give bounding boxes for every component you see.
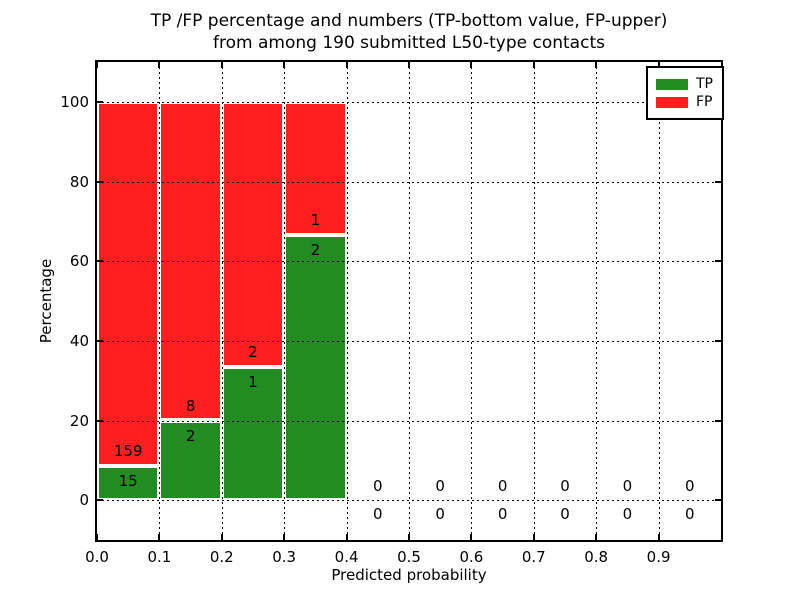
y-tick bbox=[97, 100, 103, 103]
x-tick bbox=[283, 534, 286, 540]
x-tick-label: 0.1 bbox=[147, 548, 172, 566]
x-tick-label: 0.8 bbox=[584, 548, 609, 566]
bar-segment-tp bbox=[221, 367, 285, 501]
plot-inner: 159 15 8 2 2 1 1 2 0 0 0 0 0 0 0 0 0 0 0 0 bbox=[96, 62, 721, 540]
tp-swatch-icon bbox=[656, 78, 688, 90]
x-tick bbox=[532, 534, 535, 540]
legend-label-tp: TP bbox=[696, 76, 713, 92]
y-tick bbox=[715, 499, 721, 502]
x-tick bbox=[96, 62, 98, 68]
y-tick bbox=[97, 499, 103, 502]
y-tick bbox=[97, 260, 103, 263]
x-tick-label: 0.5 bbox=[397, 548, 421, 566]
x-tick bbox=[408, 62, 410, 68]
y-tick-label: 60 bbox=[69, 252, 89, 271]
tp-count-label: 0 bbox=[622, 505, 633, 524]
x-tick bbox=[657, 62, 660, 68]
x-tick-label: 0.6 bbox=[459, 548, 484, 566]
x-tick-label: 0.3 bbox=[272, 548, 297, 566]
x-tick-label: 0.7 bbox=[521, 548, 546, 566]
x-tick bbox=[345, 62, 348, 68]
x-tick-label: 0.0 bbox=[85, 548, 109, 566]
y-tick bbox=[715, 260, 721, 263]
fp-count-label: 0 bbox=[560, 477, 570, 496]
fp-count-label: 0 bbox=[622, 477, 633, 496]
gridline bbox=[471, 62, 473, 540]
plot-area: 159 15 8 2 2 1 1 2 0 0 0 0 0 0 0 0 0 0 0 0 bbox=[95, 60, 723, 542]
fp-count-label: 0 bbox=[373, 477, 383, 496]
y-tick bbox=[97, 419, 103, 422]
bar-segment-tp bbox=[97, 465, 160, 501]
x-tick bbox=[220, 534, 223, 540]
tp-count-label: 0 bbox=[373, 505, 383, 524]
legend-label-fp: FP bbox=[696, 94, 713, 110]
x-tick-label: 0.9 bbox=[646, 548, 671, 566]
x-tick bbox=[96, 534, 98, 540]
x-tick-label: 0.2 bbox=[209, 548, 234, 566]
chart-title-line1: TP /FP percentage and numbers (TP-bottom… bbox=[150, 11, 668, 31]
tp-count-label: 0 bbox=[435, 505, 445, 524]
gridline bbox=[159, 62, 161, 540]
tp-count-label: 0 bbox=[497, 505, 508, 524]
x-tick bbox=[345, 534, 348, 540]
x-tick bbox=[470, 62, 473, 68]
tp-count-label: 0 bbox=[685, 505, 695, 524]
x-tick bbox=[532, 62, 535, 68]
x-tick bbox=[283, 62, 286, 68]
y-tick-label: 0 bbox=[79, 491, 89, 510]
y-tick bbox=[715, 419, 721, 422]
gridline bbox=[596, 62, 598, 540]
tp-count-label: 2 bbox=[185, 426, 196, 445]
x-axis-label: Predicted probability bbox=[331, 566, 487, 584]
tp-count-label: 1 bbox=[248, 373, 258, 392]
gridline bbox=[284, 62, 286, 540]
fp-count-label: 0 bbox=[435, 477, 445, 496]
y-tick-label: 20 bbox=[69, 411, 89, 430]
fp-count-label: 0 bbox=[685, 477, 695, 496]
gridline bbox=[533, 62, 535, 540]
chart-title-line2: from among 190 submitted L50-type contac… bbox=[213, 33, 605, 53]
bar-segment-fp bbox=[97, 101, 160, 466]
x-tick-label: 0.4 bbox=[334, 548, 359, 566]
tp-count-label: 0 bbox=[560, 505, 570, 524]
y-tick bbox=[97, 180, 103, 183]
fp-count-label: 159 bbox=[113, 441, 143, 460]
fp-count-label: 2 bbox=[248, 343, 258, 362]
gridline bbox=[346, 62, 348, 540]
y-tick-label: 40 bbox=[69, 331, 89, 350]
x-tick bbox=[158, 62, 161, 68]
y-tick bbox=[715, 339, 721, 342]
legend-item-tp: TP bbox=[656, 76, 713, 92]
y-tick bbox=[715, 180, 721, 183]
legend: TP FP bbox=[646, 66, 724, 120]
gridline bbox=[221, 62, 223, 540]
bar-segment-fp bbox=[221, 101, 285, 368]
bar-segment-tp bbox=[284, 234, 347, 501]
bar-segment-tp bbox=[159, 420, 222, 501]
x-tick bbox=[220, 62, 223, 68]
chart-title: TP /FP percentage and numbers (TP-bottom… bbox=[97, 10, 721, 54]
x-tick bbox=[595, 62, 598, 68]
fp-count-label: 8 bbox=[185, 396, 196, 415]
gridline bbox=[658, 62, 660, 540]
x-tick bbox=[595, 534, 598, 540]
fp-count-label: 0 bbox=[497, 477, 508, 496]
tp-count-label: 15 bbox=[118, 471, 138, 490]
y-tick bbox=[97, 339, 103, 342]
y-axis-label: Percentage bbox=[37, 258, 55, 344]
tp-count-label: 2 bbox=[310, 240, 321, 259]
gridline bbox=[409, 62, 410, 540]
x-tick bbox=[408, 534, 410, 540]
fp-swatch-icon bbox=[656, 96, 688, 108]
bar-segment-fp bbox=[284, 101, 347, 235]
y-tick-label: 80 bbox=[69, 172, 89, 191]
x-tick bbox=[158, 534, 161, 540]
fp-count-label: 1 bbox=[310, 210, 321, 229]
x-tick bbox=[470, 534, 473, 540]
y-tick-label: 100 bbox=[60, 92, 89, 111]
x-tick bbox=[657, 534, 660, 540]
legend-item-fp: FP bbox=[656, 94, 713, 110]
